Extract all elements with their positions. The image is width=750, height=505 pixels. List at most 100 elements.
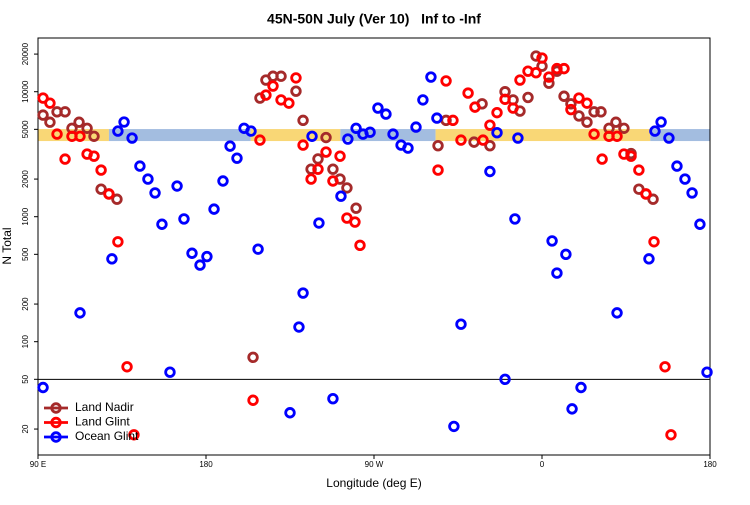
- data-point: [350, 122, 362, 134]
- data-point: [37, 92, 49, 104]
- data-point: [128, 429, 140, 441]
- data-point: [164, 366, 176, 378]
- data-point: [171, 180, 183, 192]
- data-point: [565, 98, 577, 110]
- data-point: [334, 150, 346, 162]
- data-point: [530, 50, 542, 62]
- data-point: [44, 116, 56, 128]
- data-point: [88, 130, 100, 142]
- data-point: [611, 307, 623, 319]
- data-point: [440, 75, 452, 87]
- data-point: [112, 125, 124, 137]
- legend-label: Land Glint: [75, 415, 130, 429]
- band-segment: [250, 129, 341, 142]
- y-tick-label: 200: [21, 297, 30, 311]
- data-point: [327, 392, 339, 405]
- legend-marker: [50, 402, 62, 414]
- data-point: [402, 142, 414, 154]
- data-point: [581, 116, 593, 128]
- y-tick-label: 1000: [21, 207, 30, 225]
- data-point: [512, 132, 524, 144]
- x-tick-label: 90 E: [30, 460, 46, 469]
- y-tick-label: 10000: [21, 80, 30, 103]
- plot-frame: [37, 37, 711, 456]
- data-point: [37, 109, 49, 121]
- data-point: [342, 133, 354, 145]
- data-point: [499, 373, 511, 386]
- data-point: [432, 164, 444, 176]
- y-axis-label: N Total: [0, 227, 14, 264]
- data-point: [134, 160, 146, 172]
- data-point: [44, 97, 56, 109]
- band-segment: [108, 129, 251, 142]
- data-point: [260, 89, 272, 101]
- data-point: [320, 131, 332, 144]
- data-point: [254, 134, 266, 146]
- data-point: [305, 173, 317, 185]
- data-point: [491, 106, 503, 119]
- data-point: [51, 128, 63, 140]
- x-tick-label: 0: [540, 460, 545, 469]
- data-point: [522, 91, 534, 104]
- data-point: [335, 190, 347, 202]
- y-tick-label: 20000: [21, 42, 30, 65]
- x-axis-label: Longitude (deg E): [326, 476, 421, 490]
- data-point: [284, 407, 296, 419]
- data-point: [95, 183, 107, 195]
- data-point: [499, 93, 511, 105]
- data-point: [364, 126, 376, 138]
- data-point: [484, 139, 496, 152]
- data-point: [156, 218, 168, 230]
- data-point: [297, 114, 309, 127]
- data-point: [581, 97, 593, 109]
- y-tick-label: 100: [21, 334, 30, 348]
- data-point: [618, 122, 630, 134]
- legend-marker: [50, 416, 62, 429]
- data-point: [633, 164, 645, 176]
- data-point: [297, 287, 309, 299]
- y-tick-label: 50: [21, 374, 30, 383]
- data-point: [595, 106, 607, 118]
- data-point: [372, 102, 384, 114]
- data-point: [95, 164, 107, 176]
- data-point: [312, 153, 324, 165]
- x-tick-label: 180: [703, 460, 717, 469]
- chart-title: 45N-50N July (Ver 10) Inf to -Inf: [267, 11, 481, 27]
- data-point: [694, 218, 706, 230]
- data-point: [648, 236, 660, 248]
- data-point: [455, 318, 467, 330]
- data-point: [112, 236, 124, 248]
- data-point: [313, 217, 325, 229]
- data-point: [543, 77, 555, 89]
- data-point: [543, 71, 555, 83]
- data-point: [455, 134, 467, 146]
- data-point: [663, 132, 675, 144]
- data-point: [665, 429, 677, 441]
- data-point: [551, 62, 563, 75]
- data-point: [380, 108, 392, 120]
- data-point: [546, 235, 558, 247]
- data-point: [306, 130, 318, 142]
- data-point: [194, 259, 206, 271]
- data-point: [643, 253, 655, 265]
- x-tick-label: 90 W: [365, 460, 384, 469]
- data-point: [686, 187, 698, 199]
- data-point: [417, 94, 429, 106]
- data-point: [448, 420, 460, 433]
- data-point: [283, 97, 295, 109]
- data-point: [551, 267, 563, 279]
- data-point: [565, 103, 577, 116]
- data-point: [74, 307, 86, 319]
- data-point: [186, 247, 198, 259]
- data-point: [59, 106, 71, 118]
- data-point: [350, 202, 362, 214]
- data-point: [126, 132, 138, 144]
- data-point: [387, 128, 399, 140]
- data-point: [640, 188, 652, 200]
- data-point: [468, 136, 480, 148]
- data-point: [611, 130, 623, 142]
- data-point: [245, 125, 257, 137]
- data-point: [178, 213, 190, 225]
- legend-label: Land Nadir: [75, 400, 134, 414]
